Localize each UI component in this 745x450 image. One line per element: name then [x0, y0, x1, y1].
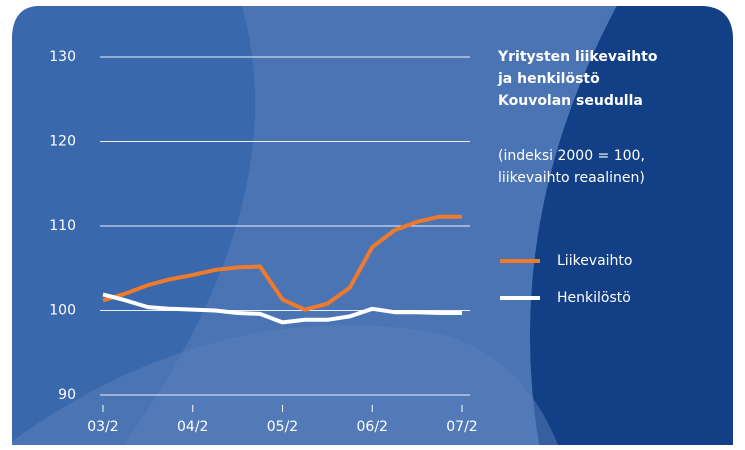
x-tick-label: 03/2: [87, 419, 118, 435]
series-line: [102, 214, 462, 312]
legend-label: Henkilöstö: [557, 290, 631, 306]
y-tick-label: 110: [49, 218, 76, 234]
title-line: Kouvolan seudulla: [498, 93, 643, 109]
y-tick-label: 90: [58, 387, 76, 403]
legend-label: Liikevaihto: [557, 253, 632, 269]
subtitle-line: (indeksi 2000 = 100,: [498, 148, 645, 164]
y-tick-label: 130: [49, 49, 76, 65]
y-tick-label: 120: [49, 134, 76, 150]
x-tick-label: 06/2: [357, 419, 388, 435]
x-tick-label: 04/2: [177, 419, 208, 435]
series-line: [102, 292, 462, 325]
subtitle-line: liikevaihto reaalinen): [498, 170, 645, 186]
x-tick-label: 05/2: [267, 419, 298, 435]
title: Yritysten liikevaihto ja henkilöstö Kouv…: [497, 49, 658, 186]
x-tick-label: 07/2: [446, 419, 477, 435]
title-line: Yritysten liikevaihto: [497, 49, 658, 65]
title-line: ja henkilöstö: [497, 71, 600, 87]
y-tick-label: 100: [49, 303, 76, 319]
